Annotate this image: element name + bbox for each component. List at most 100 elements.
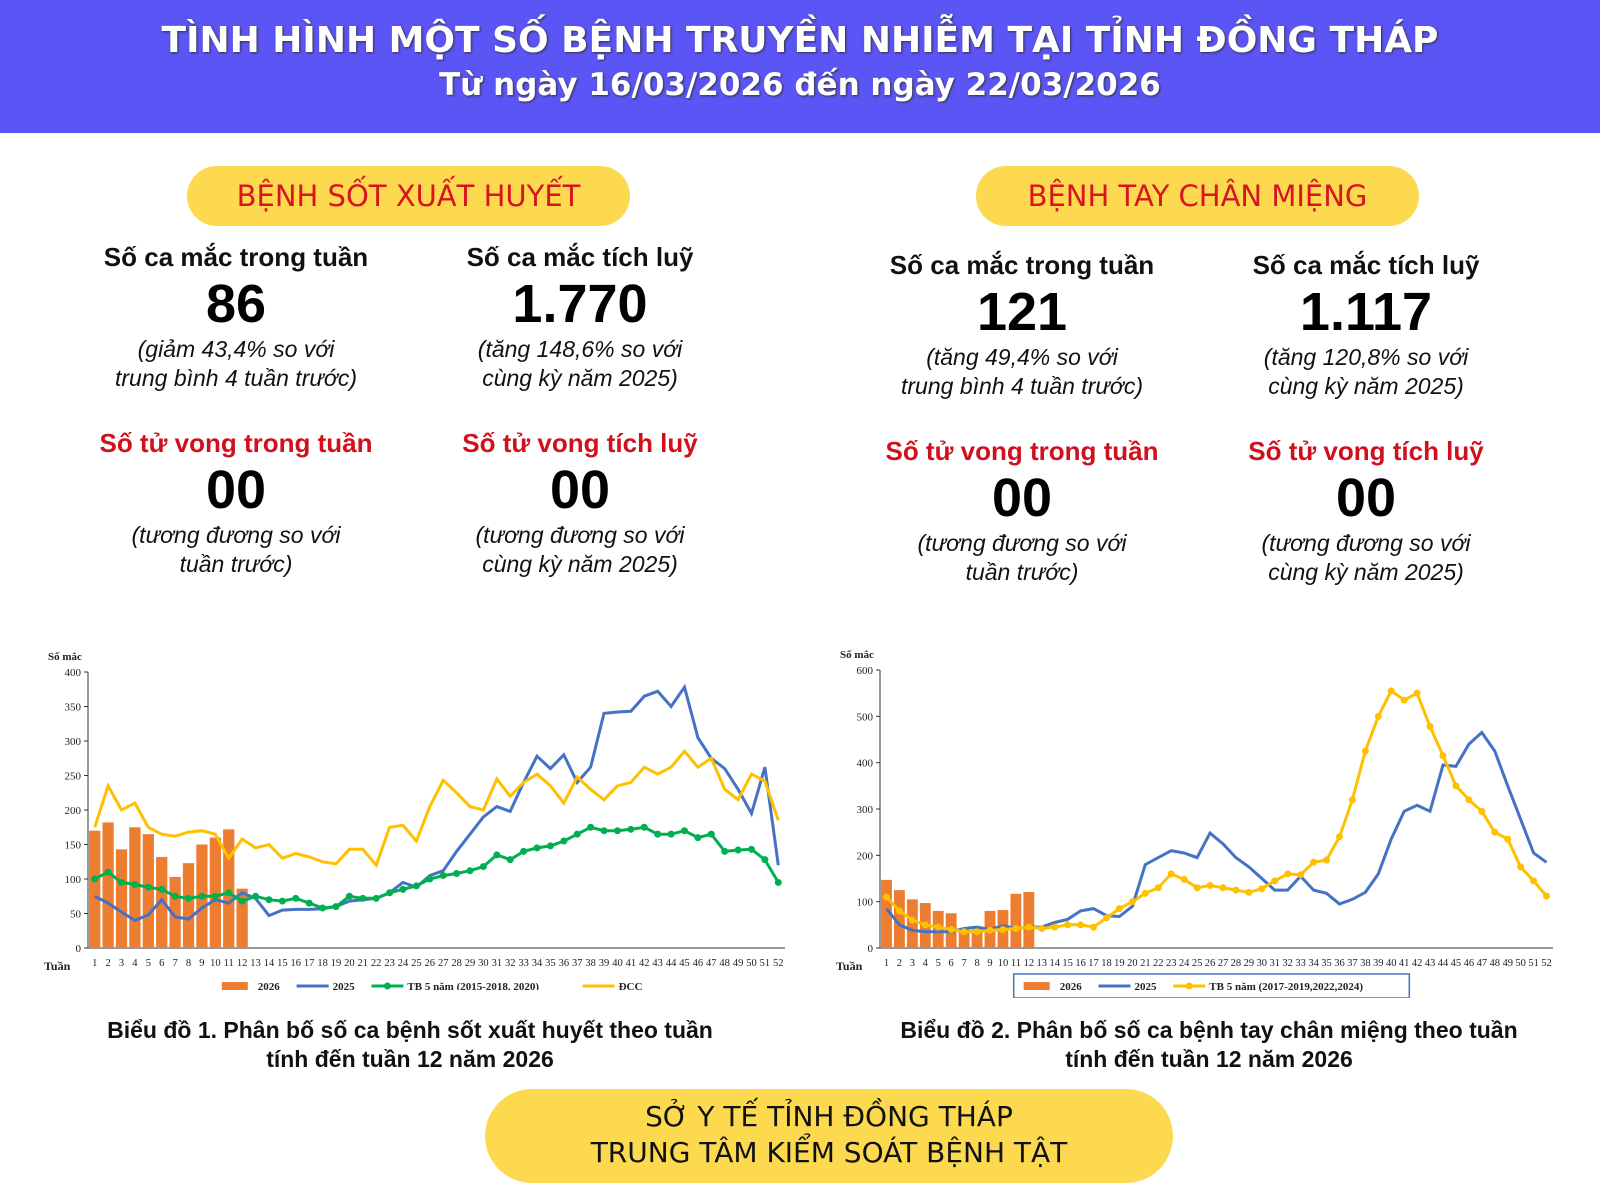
line-marker — [185, 894, 193, 902]
stat-label: Số tử vong tích luỹ — [462, 428, 698, 458]
header: TÌNH HÌNH MỘT SỐ BỆNH TRUYỀN NHIỄM TẠI T… — [0, 0, 1600, 133]
line-marker — [999, 925, 1007, 933]
x-tick-label: 20 — [344, 958, 355, 969]
x-tick-label: 33 — [1295, 958, 1306, 969]
line-marker — [198, 892, 206, 900]
x-tick-label: 8 — [974, 958, 979, 969]
bar — [182, 863, 195, 948]
x-tick-label: 20 — [1127, 958, 1138, 969]
x-tick-label: 45 — [1451, 958, 1462, 969]
y-tick-label: 500 — [857, 711, 874, 723]
line-marker — [533, 844, 541, 852]
stat-note: cùng kỳ năm 2025) — [1268, 559, 1464, 585]
line-marker — [747, 845, 755, 853]
y-tick-label: 350 — [65, 702, 82, 714]
y-tick-label: 200 — [65, 805, 82, 817]
x-tick-label: 28 — [451, 958, 462, 969]
line-series — [94, 825, 780, 910]
y-tick-label: 600 — [857, 665, 874, 677]
x-tick-label: 36 — [1334, 958, 1345, 969]
x-tick-label: 1 — [92, 958, 97, 969]
x-tick-label: 37 — [572, 958, 583, 969]
x-tick-label: 44 — [666, 958, 677, 969]
line-marker — [1348, 796, 1356, 804]
x-tick-label: 22 — [1153, 958, 1164, 969]
line-marker — [1038, 925, 1046, 933]
chart-caption: Biểu đồ 1. Phân bố số ca bệnh sốt xuất h… — [60, 1016, 760, 1074]
stat-value: 00 — [205, 460, 267, 520]
bar — [223, 829, 235, 948]
line-marker — [1193, 884, 1201, 892]
x-tick-label: 34 — [532, 958, 543, 969]
x-tick-label: 49 — [1502, 958, 1513, 969]
line-marker — [1478, 807, 1486, 815]
line-marker — [1245, 888, 1253, 896]
y-axis-label: Số mắc — [840, 649, 874, 661]
line-marker — [1167, 870, 1175, 878]
line-marker — [466, 867, 474, 875]
line-marker — [412, 882, 420, 890]
x-tick-label: 1 — [884, 958, 889, 969]
x-tick-label: 5 — [146, 958, 151, 969]
line-marker — [91, 875, 99, 883]
legend-label: TB 5 năm (2017-2019,2022,2024) — [1209, 981, 1363, 993]
stat-block: Số tử vong tích luỹ 00 (tương đương so với… — [1196, 436, 1536, 587]
legend-label: 2026 — [1060, 981, 1083, 993]
subtitle: Từ ngày 16/03/2026 đến ngày 22/03/2026 — [439, 67, 1161, 103]
line-marker — [587, 823, 595, 831]
line-marker — [1543, 892, 1551, 900]
line-marker — [131, 881, 139, 889]
x-tick-label: 14 — [1049, 958, 1060, 969]
x-tick-label: 15 — [1062, 958, 1073, 969]
bar — [156, 856, 168, 948]
x-tick-label: 32 — [505, 958, 516, 969]
x-tick-label: 46 — [693, 958, 704, 969]
stat-note: trung bình 4 tuần trước) — [115, 365, 357, 391]
line-marker — [573, 830, 581, 838]
line-marker — [721, 847, 729, 855]
line-marker — [1206, 881, 1214, 889]
y-tick-label: 0 — [868, 943, 874, 955]
x-tick-label: 36 — [559, 958, 570, 969]
line-marker — [453, 869, 461, 877]
line-marker — [947, 925, 955, 933]
x-tick-label: 9 — [987, 958, 992, 969]
stat-value: 1.117 — [1299, 282, 1433, 342]
line-series — [885, 688, 1548, 934]
line-marker — [158, 885, 166, 893]
x-tick-label: 18 — [1101, 958, 1112, 969]
x-tick-label: 46 — [1464, 958, 1475, 969]
x-tick-label: 22 — [371, 958, 382, 969]
line-marker — [774, 878, 782, 886]
line-marker — [546, 842, 554, 850]
line-marker — [278, 897, 286, 905]
line-marker — [1530, 877, 1538, 885]
bar — [115, 849, 128, 948]
line-marker — [520, 847, 528, 855]
line-marker — [1310, 858, 1318, 866]
x-tick-label: 30 — [478, 958, 489, 969]
bar — [958, 929, 970, 948]
line-marker — [1491, 828, 1499, 836]
x-tick-label: 17 — [304, 958, 315, 969]
x-tick-label: 31 — [492, 958, 503, 969]
x-tick-label: 7 — [173, 958, 178, 969]
y-tick-label: 0 — [76, 943, 82, 955]
line-marker — [1012, 925, 1020, 933]
line-series — [93, 748, 780, 869]
line-marker — [1335, 833, 1343, 841]
bar — [971, 929, 983, 948]
bar — [169, 876, 181, 948]
x-tick-label: 7 — [962, 958, 967, 969]
x-tick-label: 13 — [1037, 958, 1048, 969]
line-marker — [1219, 884, 1227, 892]
legend-swatch — [1023, 982, 1050, 990]
x-tick-label: 12 — [1024, 958, 1035, 969]
line-marker — [252, 892, 260, 900]
line-marker — [694, 834, 702, 842]
line-marker — [1115, 905, 1123, 913]
x-tick-label: 52 — [1541, 958, 1552, 969]
legend-label: 2025 — [1135, 981, 1158, 993]
